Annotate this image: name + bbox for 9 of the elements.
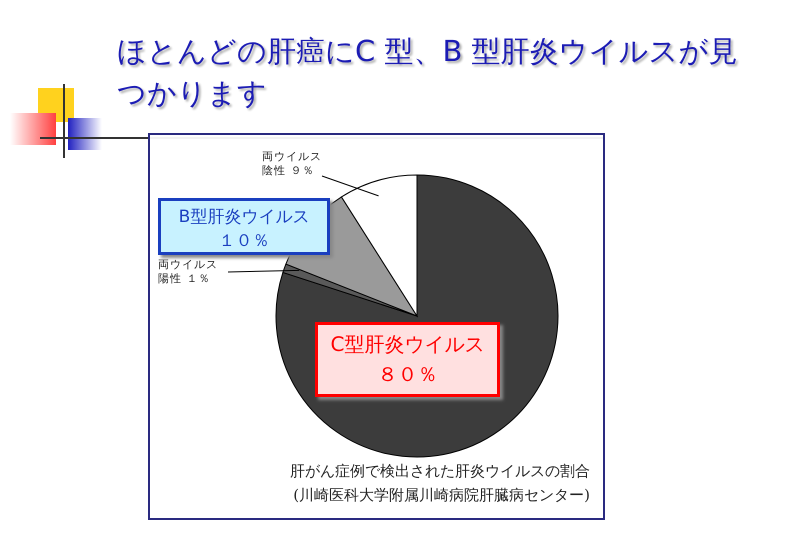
text: (川崎医科大学附属川崎病院肝臓病センター): [293, 486, 590, 505]
slice-label: C型肝炎ウイルス: [330, 331, 486, 358]
data-label: ９％: [290, 164, 314, 177]
data-label: ８０％: [376, 361, 438, 388]
chart-title: ほとんどの肝癌にC 型、B 型肝炎ウイルスが見つかります: [117, 33, 739, 112]
slice-label: B型肝炎ウイルス: [178, 206, 310, 229]
data-label: １０％: [218, 230, 270, 253]
data-label: １％: [186, 272, 210, 285]
text: 肝がん症例で検出された肝炎ウイルスの割合: [290, 462, 590, 481]
